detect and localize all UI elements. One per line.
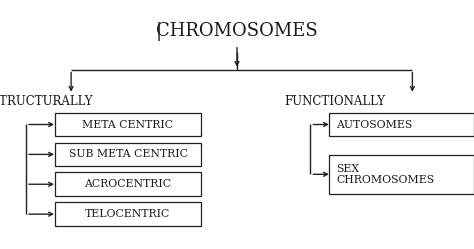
Text: SUB META CENTRIC: SUB META CENTRIC: [69, 149, 187, 159]
FancyBboxPatch shape: [329, 155, 474, 194]
Text: CHROMOSOMES: CHROMOSOMES: [156, 22, 318, 40]
FancyBboxPatch shape: [329, 113, 474, 136]
Text: FUNCTIONALLY: FUNCTIONALLY: [284, 95, 385, 108]
Text: SEX
CHROMOSOMES: SEX CHROMOSOMES: [337, 164, 435, 185]
Text: AUTOSOMES: AUTOSOMES: [337, 120, 413, 129]
Text: TELOCENTRIC: TELOCENTRIC: [85, 209, 171, 219]
Text: ACROCENTRIC: ACROCENTRIC: [84, 179, 172, 189]
FancyBboxPatch shape: [55, 172, 201, 196]
Text: META CENTRIC: META CENTRIC: [82, 120, 173, 129]
Text: |: |: [156, 22, 162, 41]
FancyBboxPatch shape: [55, 113, 201, 136]
FancyBboxPatch shape: [55, 142, 201, 166]
FancyBboxPatch shape: [55, 202, 201, 226]
Text: STRUCTURALLY: STRUCTURALLY: [0, 95, 92, 108]
